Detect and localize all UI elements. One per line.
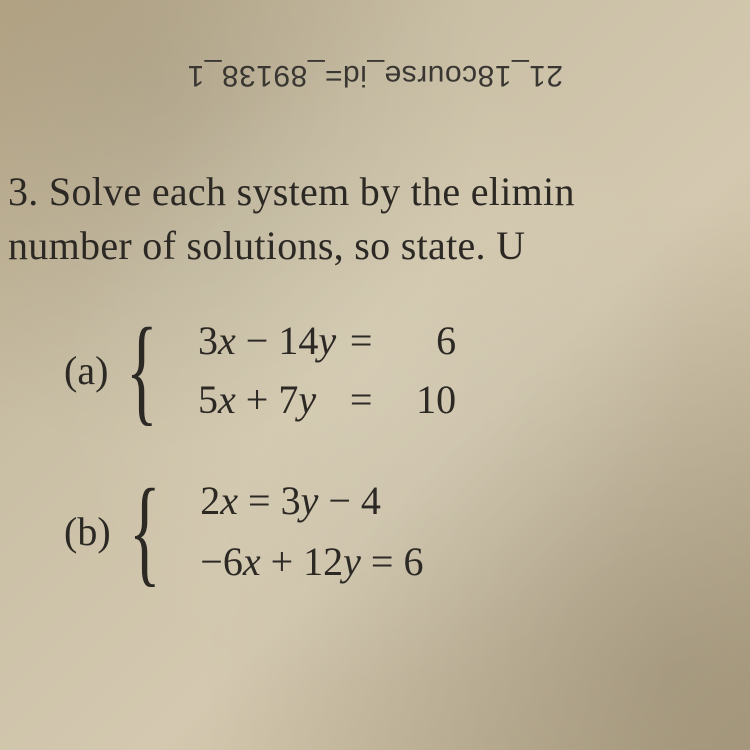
problem-line-2: number of solutions, so state. U (8, 219, 742, 273)
equation-b2: −6x + 12y = 6 (200, 538, 423, 585)
system-b: 2x = 3y − 4 −6x + 12y = 6 (200, 477, 423, 585)
equation-a1: 3x − 14y = 6 (198, 311, 456, 370)
equation-a2: 5x + 7y = 10 (198, 370, 456, 429)
brace-icon: { (129, 486, 161, 576)
brace-icon: { (126, 325, 158, 415)
part-a-label: (a) (64, 347, 108, 394)
problem-line-1: 3. Solve each system by the elimin (8, 165, 742, 219)
problem-content: 3. Solve each system by the elimin numbe… (0, 165, 750, 633)
part-a-row: (a) { 3x − 14y = 6 5x + 7y = 10 (64, 311, 742, 429)
part-b-row: (b) { 2x = 3y − 4 −6x + 12y = 6 (64, 477, 742, 585)
equation-b1: 2x = 3y − 4 (200, 477, 423, 524)
flipped-header-text: 21_18course_id=_89138_1 (0, 58, 750, 92)
system-a: 3x − 14y = 6 5x + 7y = 10 (198, 311, 456, 429)
part-b-label: (b) (64, 508, 111, 555)
equations-block: (a) { 3x − 14y = 6 5x + 7y = 10 (b) { 2x… (8, 311, 742, 585)
